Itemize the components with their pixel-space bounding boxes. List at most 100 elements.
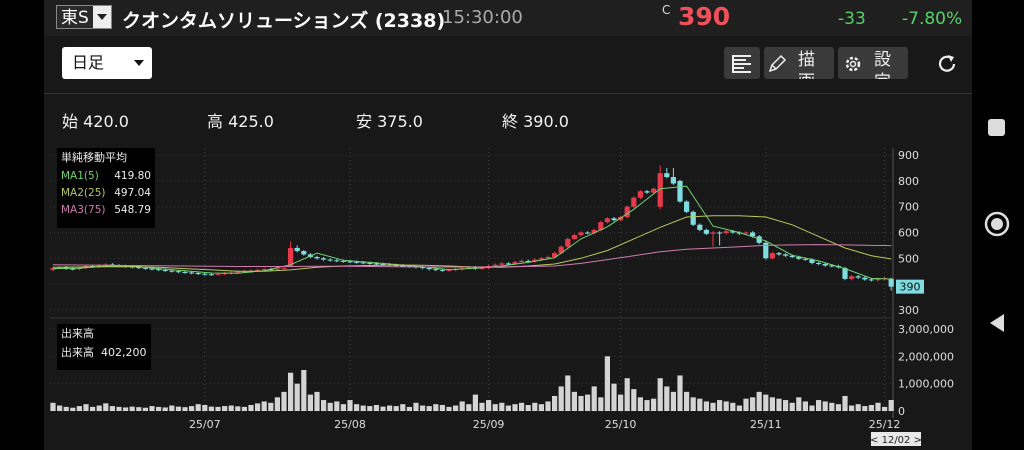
volume-bar — [182, 407, 188, 411]
candle-body — [202, 273, 208, 275]
volume-bar — [255, 403, 261, 411]
candle-body — [769, 253, 775, 259]
volume-bar — [618, 394, 624, 411]
period-select[interactable]: 日足 — [62, 47, 152, 79]
candle-body — [367, 262, 373, 264]
candle-body — [446, 269, 452, 271]
ohlc-value: 425.0 — [228, 112, 274, 131]
candle-body — [604, 218, 610, 223]
chart-panel — [44, 36, 972, 450]
volume-bar — [809, 405, 815, 411]
y-tick-label: 700 — [898, 201, 919, 214]
candle-body — [360, 262, 366, 264]
price-change: -33 — [838, 9, 866, 29]
nav-home[interactable] — [984, 211, 1010, 237]
candle-body — [664, 173, 670, 178]
candle-body — [420, 267, 426, 269]
candle-body — [512, 262, 518, 264]
volume-bar — [327, 402, 333, 411]
candle-body — [96, 265, 102, 267]
volume-bar — [651, 398, 657, 411]
volume-bar — [816, 400, 822, 411]
volume-bar — [802, 401, 808, 411]
candle-body — [50, 268, 56, 270]
candle-body — [340, 260, 346, 262]
volume-bar — [202, 404, 208, 411]
indicator-button[interactable] — [724, 47, 760, 79]
candle-body — [235, 271, 241, 273]
candle-body — [783, 254, 789, 256]
price-flag: C — [662, 3, 671, 17]
volume-bar — [347, 400, 353, 411]
candle-body — [321, 258, 327, 260]
candle-body — [842, 268, 848, 279]
ohlc-low: 安 375.0 — [356, 108, 423, 132]
nav-recents[interactable] — [988, 119, 1005, 136]
volume-bar — [525, 404, 531, 411]
candle-body — [169, 270, 175, 272]
candle-body — [294, 247, 300, 252]
volume-bar — [466, 404, 472, 411]
legend-value: 402,200 — [101, 346, 147, 359]
x-tick-label: 25/10 — [605, 418, 637, 431]
candle-body — [829, 265, 835, 267]
candle-body — [743, 232, 749, 234]
volume-bar — [373, 404, 379, 411]
volume-bar — [307, 394, 313, 411]
volume-bar — [677, 375, 683, 411]
volume-bar — [631, 389, 637, 411]
volume-bar — [769, 397, 775, 411]
settings-button[interactable]: 設定 — [838, 47, 908, 79]
dropdown-arrow — [93, 6, 111, 28]
candle-body — [809, 259, 815, 263]
volume-bar — [268, 402, 274, 411]
candle-body — [288, 247, 294, 267]
candle-body — [710, 232, 716, 234]
candle-body — [717, 232, 723, 234]
nav-back[interactable] — [987, 312, 1007, 334]
legend-name: MA2(25) — [61, 187, 105, 199]
legend-title: 単純移動平均 — [61, 150, 127, 164]
volume-bar — [103, 403, 109, 411]
volume-bar — [288, 372, 294, 411]
candle-body — [175, 271, 181, 273]
volume-bar — [598, 397, 604, 411]
market-select[interactable]: 東S — [56, 5, 112, 29]
volume-bar — [868, 404, 874, 411]
candle-body — [822, 263, 828, 266]
volume-bar — [321, 400, 327, 411]
volume-bar — [565, 375, 571, 411]
candle-body — [373, 263, 379, 265]
y-tick-label: 500 — [898, 252, 919, 265]
legend-box — [57, 148, 155, 228]
stock-code: (2338) — [374, 10, 446, 32]
ohlc-label: 始 — [62, 112, 79, 131]
volume-bar — [446, 406, 452, 411]
candle-body — [657, 173, 663, 207]
candle-body — [189, 272, 195, 274]
volume-bar — [492, 404, 498, 411]
volume-bar — [109, 406, 115, 411]
candle-body — [380, 263, 386, 265]
volume-bar — [136, 407, 142, 411]
refresh-button[interactable] — [934, 51, 960, 77]
legend-title: 出来高 — [61, 326, 94, 340]
draw-button[interactable]: 描画 — [764, 47, 834, 79]
volume-bar — [829, 402, 835, 411]
volume-bar — [558, 386, 564, 411]
legend-name: MA3(75) — [61, 204, 105, 216]
volume-bar — [367, 406, 373, 411]
volume-bar — [215, 406, 221, 411]
candle-body — [849, 276, 855, 279]
volume-bar — [360, 405, 366, 411]
candle-body — [598, 222, 604, 230]
ohlc-value: 375.0 — [377, 112, 423, 131]
ohlc-close: 終 390.0 — [502, 108, 569, 132]
candle-body — [261, 269, 267, 271]
volume-bar — [512, 404, 518, 411]
volume-bar — [387, 405, 393, 411]
volume-bar — [637, 397, 643, 411]
draw-label: 描画 — [798, 50, 815, 79]
volume-bar — [730, 402, 736, 411]
